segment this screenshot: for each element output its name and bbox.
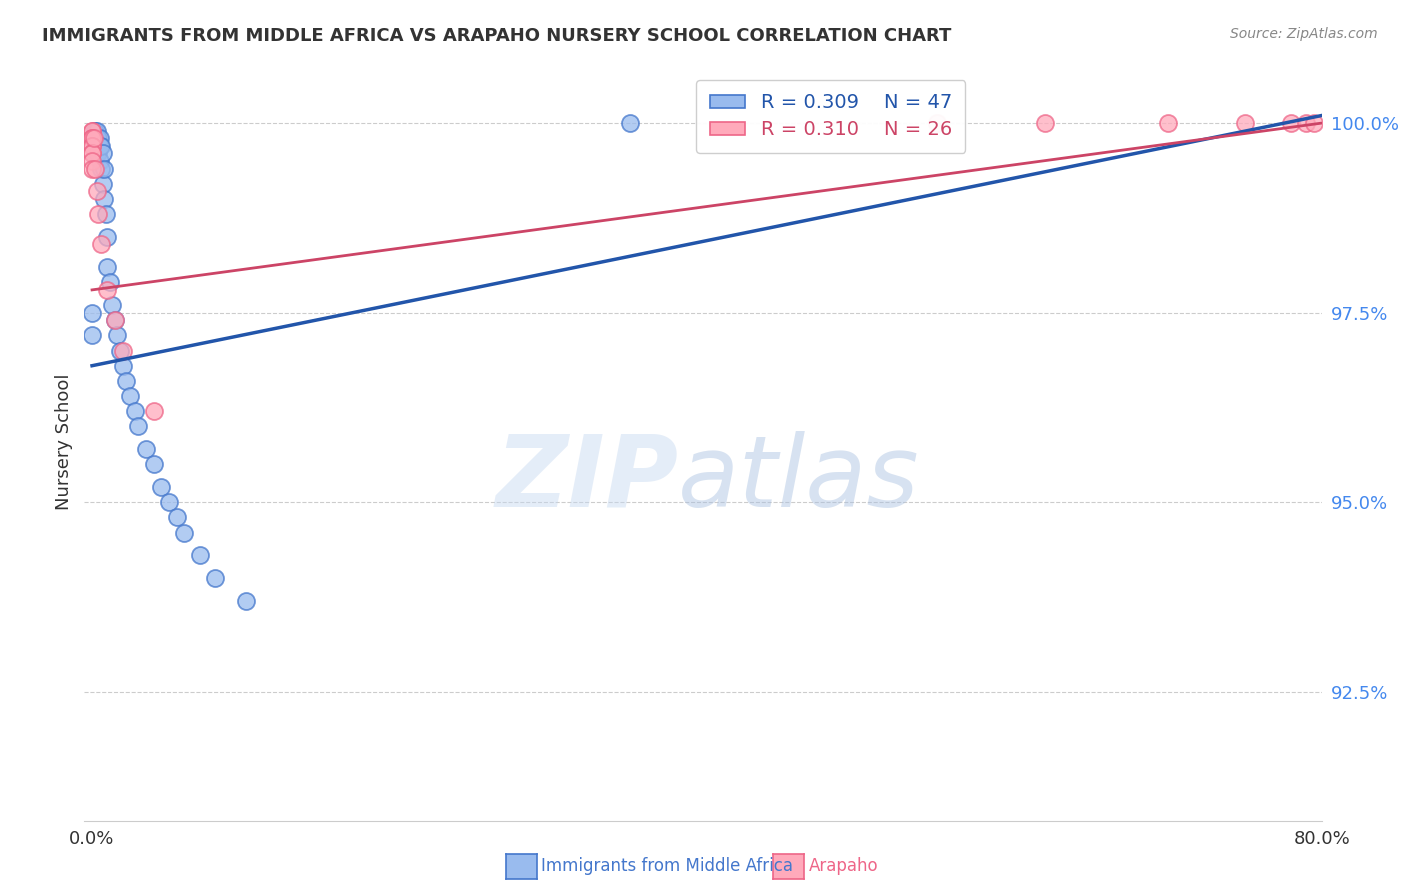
Point: [80, 131, 103, 145]
Point: [83, 124, 105, 138]
Point: [80, 124, 103, 138]
Point: [80, 139, 103, 153]
Point: [120, 389, 142, 403]
Point: [87, 131, 110, 145]
Point: [100, 276, 122, 290]
Point: [80, 306, 103, 320]
Point: [86, 139, 108, 153]
Point: [90, 139, 112, 153]
Point: [235, 593, 257, 607]
Text: IMMIGRANTS FROM MIDDLE AFRICA VS ARAPAHO NURSERY SCHOOL CORRELATION CHART: IMMIGRANTS FROM MIDDLE AFRICA VS ARAPAHO…: [42, 27, 952, 45]
Text: Source: ZipAtlas.com: Source: ZipAtlas.com: [1230, 27, 1378, 41]
Point: [619, 116, 641, 130]
Point: [84, 146, 107, 161]
Point: [80, 131, 103, 145]
Point: [124, 404, 146, 418]
Point: [90, 161, 112, 176]
Point: [86, 124, 108, 138]
Point: [90, 237, 112, 252]
Point: [1233, 116, 1256, 130]
Point: [108, 343, 131, 358]
Text: ZIP: ZIP: [495, 431, 678, 528]
Point: [87, 207, 110, 221]
Point: [86, 185, 108, 199]
Point: [80, 139, 103, 153]
Point: [1033, 116, 1056, 130]
Point: [111, 359, 134, 373]
Point: [80, 161, 103, 176]
Point: [86, 146, 108, 161]
Point: [142, 404, 165, 418]
Point: [89, 139, 111, 153]
Point: [115, 374, 138, 388]
Point: [91, 177, 114, 191]
Point: [93, 161, 115, 176]
Point: [96, 283, 118, 297]
Point: [101, 298, 124, 312]
Point: [104, 313, 127, 327]
Point: [80, 154, 103, 169]
Point: [188, 549, 211, 563]
Point: [87, 146, 110, 161]
Legend: R = 0.309    N = 47, R = 0.310    N = 26: R = 0.309 N = 47, R = 0.310 N = 26: [696, 79, 966, 153]
Point: [1157, 116, 1180, 130]
Text: Arapaho: Arapaho: [808, 857, 879, 875]
Point: [204, 571, 226, 585]
Text: Immigrants from Middle Africa: Immigrants from Middle Africa: [541, 857, 793, 875]
Text: atlas: atlas: [678, 431, 920, 528]
Point: [80, 124, 103, 138]
Point: [166, 510, 188, 524]
Point: [111, 343, 134, 358]
Point: [89, 154, 111, 169]
Point: [87, 139, 110, 153]
Point: [1279, 116, 1302, 130]
Point: [157, 495, 180, 509]
Point: [83, 139, 105, 153]
Point: [80, 328, 103, 343]
Point: [142, 458, 165, 472]
Point: [83, 131, 105, 145]
Point: [80, 146, 103, 161]
Point: [927, 116, 949, 130]
Point: [94, 207, 117, 221]
Point: [96, 260, 118, 275]
Point: [104, 313, 127, 327]
Point: [86, 131, 108, 145]
Point: [93, 192, 115, 206]
Point: [135, 442, 157, 457]
Y-axis label: Nursery School: Nursery School: [55, 373, 73, 510]
Point: [96, 230, 118, 244]
Point: [84, 131, 107, 145]
Point: [127, 419, 149, 434]
Point: [91, 146, 114, 161]
Point: [89, 131, 111, 145]
Point: [84, 161, 107, 176]
Point: [80, 146, 103, 161]
Point: [83, 131, 105, 145]
Point: [150, 480, 173, 494]
Point: [173, 525, 195, 540]
Point: [1303, 116, 1326, 130]
Point: [1295, 116, 1317, 130]
Point: [84, 124, 107, 138]
Point: [105, 328, 128, 343]
